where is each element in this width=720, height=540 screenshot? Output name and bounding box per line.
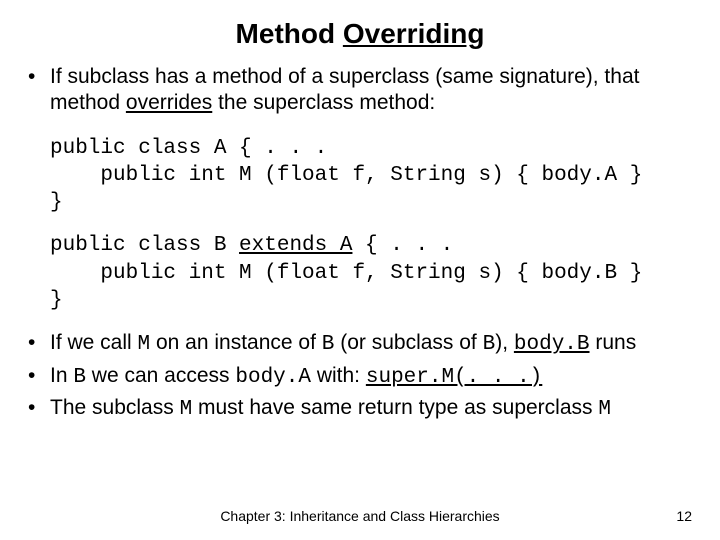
b3m3: super.M(. . .) [366, 366, 542, 389]
slide: Method Overriding • If subclass has a me… [0, 0, 720, 540]
b2c: (or subclass of [334, 331, 482, 354]
title-text-a: Method [236, 18, 343, 49]
code-a-l3: } [50, 191, 63, 214]
code-b-l2: public int M (float f, String s) { body.… [50, 262, 642, 285]
b2m3: B [483, 333, 496, 356]
bullet-4: • The subclass M must have same return t… [28, 395, 692, 423]
b3m2: body.A [235, 366, 311, 389]
slide-title: Method Overriding [28, 18, 692, 50]
b4m2: M [598, 398, 611, 421]
b2a: If we call [50, 331, 138, 354]
b4m1: M [180, 398, 193, 421]
bullet-dot: • [28, 64, 50, 117]
code-block-a: public class A { . . . public int M (flo… [50, 135, 692, 217]
code-b-l1b: { . . . [352, 234, 453, 257]
footer-page-number: 12 [676, 508, 692, 524]
bullet-2-text: If we call M on an instance of B (or sub… [50, 330, 692, 358]
code-block-b: public class B extends A { . . . public … [50, 232, 692, 314]
b3b: we can access [86, 364, 235, 387]
b2b: on an instance of [150, 331, 322, 354]
b2m2: B [322, 333, 335, 356]
bullet-2: • If we call M on an instance of B (or s… [28, 330, 692, 358]
b4b: must have same return type as superclass [192, 396, 598, 419]
bullet-1u: overrides [126, 91, 212, 114]
b3c: with: [311, 364, 366, 387]
footer-chapter: Chapter 3: Inheritance and Class Hierarc… [0, 508, 720, 524]
b2e: runs [590, 331, 637, 354]
b3m1: B [73, 366, 86, 389]
bullet-3: • In B we can access body.A with: super.… [28, 363, 692, 391]
bullet-dot: • [28, 363, 50, 391]
b2m4: body.B [514, 333, 590, 356]
code-b-l1u: extends A [239, 234, 352, 257]
code-b-l1a: public class B [50, 234, 239, 257]
b4a: The subclass [50, 396, 180, 419]
b2m1: M [138, 333, 151, 356]
bullet-1: • If subclass has a method of a supercla… [28, 64, 692, 117]
code-a-l2: public int M (float f, String s) { body.… [50, 164, 642, 187]
bullet-1b: the superclass method: [212, 91, 435, 114]
code-b-l3: } [50, 289, 63, 312]
bullet-dot: • [28, 330, 50, 358]
b3a: In [50, 364, 73, 387]
code-a-l1: public class A { . . . [50, 137, 327, 160]
bullet-3-text: In B we can access body.A with: super.M(… [50, 363, 692, 391]
bullet-dot: • [28, 395, 50, 423]
title-text-b: Overriding [343, 18, 485, 49]
bullet-4-text: The subclass M must have same return typ… [50, 395, 692, 423]
b2d: ), [495, 331, 514, 354]
bullet-group-lower: • If we call M on an instance of B (or s… [28, 330, 692, 423]
bullet-1-text: If subclass has a method of a superclass… [50, 64, 692, 117]
